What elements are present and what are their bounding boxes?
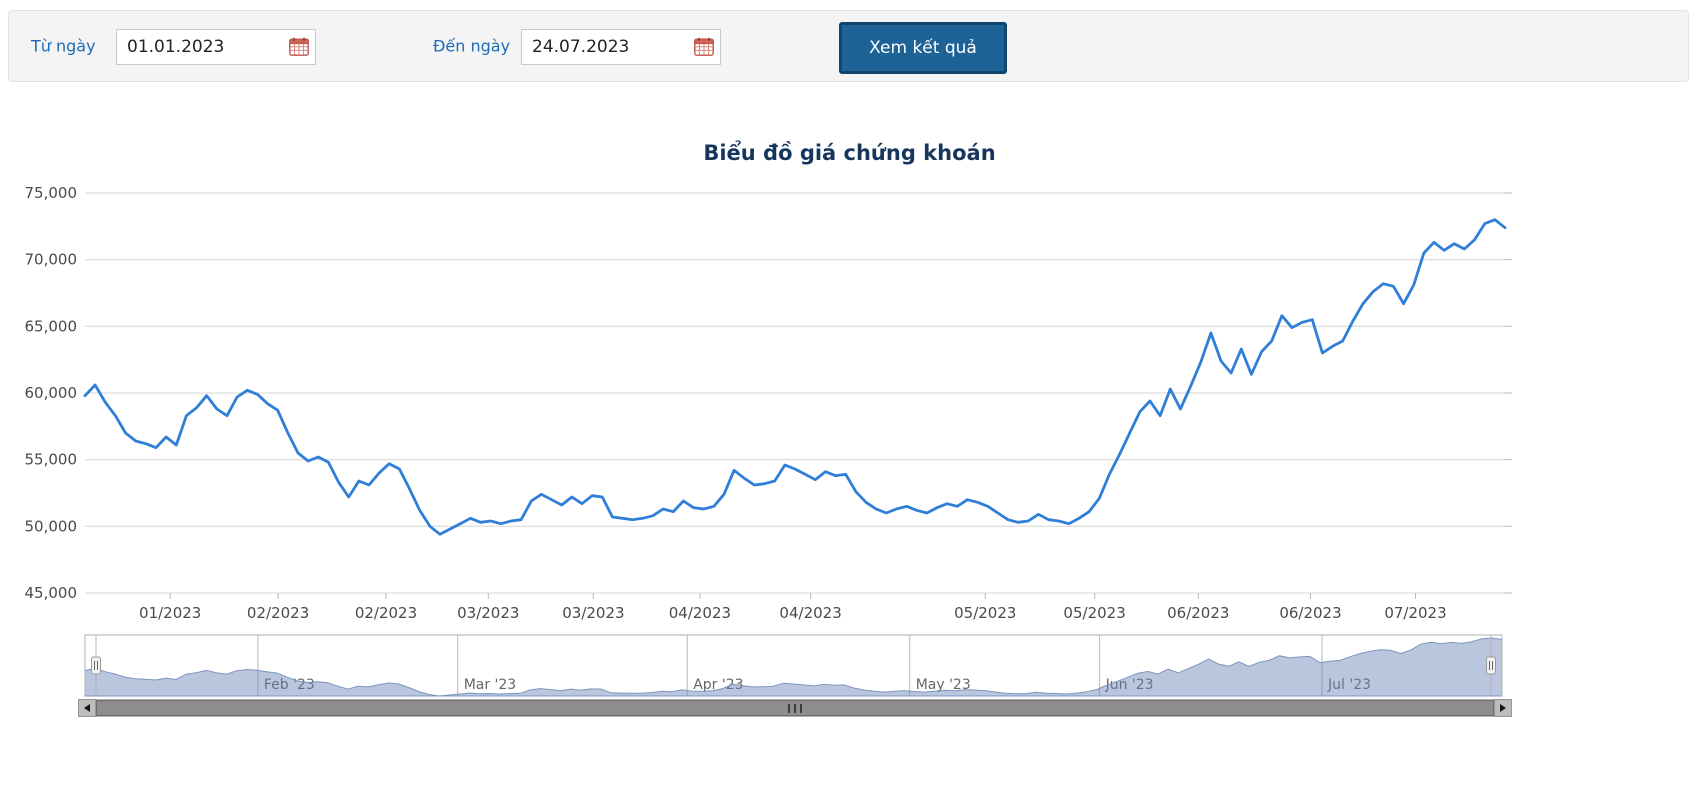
from-date-label: Từ ngày [31, 36, 96, 56]
x-axis-label: 06/2023 [1167, 604, 1229, 622]
to-date-input[interactable] [521, 29, 721, 65]
x-axis-label: 02/2023 [355, 604, 417, 622]
navigator-outline [84, 634, 1503, 696]
to-date-box [521, 29, 721, 65]
navigator-month-label: May '23 [916, 677, 971, 693]
navigator-series [84, 637, 1503, 697]
chart-title: Biểu đồ giá chứng khoán [703, 141, 996, 165]
right-arrow-icon [1500, 704, 1506, 712]
scrollbar-right-button[interactable] [1494, 699, 1512, 717]
x-axis-label: 04/2023 [779, 604, 841, 622]
to-date-label: Đến ngày [433, 36, 511, 56]
x-axis-label: 05/2023 [954, 604, 1016, 622]
x-axis-label: 05/2023 [1063, 604, 1125, 622]
scrollbar-left-button[interactable] [78, 699, 96, 717]
x-axis-label: 07/2023 [1384, 604, 1446, 622]
navigator-right-handle[interactable] [1486, 635, 1496, 696]
x-axis-label: 04/2023 [669, 604, 731, 622]
gridlines [85, 192, 1512, 594]
filter-bar: Từ ngày Đến ngà [8, 10, 1689, 82]
scrollbar-thumb[interactable] [96, 700, 1494, 716]
x-axis-label: 01/2023 [139, 604, 201, 622]
y-axis-label: 75,000 [25, 184, 78, 202]
from-date-box [116, 29, 316, 65]
price-line-series [83, 218, 1507, 536]
y-axis-label: 65,000 [25, 317, 78, 335]
grip-icon [786, 703, 804, 713]
x-axis-labels: 01/2023 02/2023 02/2023 03/2023 03/2023 04/20… [139, 593, 1447, 622]
navigator-month-label: Feb '23 [264, 677, 315, 693]
x-axis-label: 03/2023 [562, 604, 624, 622]
y-axis-label: 70,000 [25, 251, 78, 269]
x-axis-label: 03/2023 [457, 604, 519, 622]
y-axis-label: 50,000 [25, 517, 78, 535]
calendar-icon[interactable] [694, 37, 714, 56]
navigator-month-label: Apr '23 [693, 677, 743, 693]
navigator-month-label: Mar '23 [464, 677, 517, 693]
left-arrow-icon [84, 704, 90, 712]
calendar-icon[interactable] [289, 37, 309, 56]
scrollbar-track[interactable] [96, 699, 1494, 717]
y-axis-label: 60,000 [25, 384, 78, 402]
navigator-month-label: Jul '23 [1327, 677, 1371, 693]
view-results-button[interactable]: Xem kết quả [839, 22, 1007, 74]
navigator-left-handle[interactable] [91, 635, 101, 696]
y-axis-labels: 75,000 70,000 65,000 60,000 55,000 50,000 45,0… [25, 184, 78, 602]
chart-scrollbar[interactable] [78, 699, 1512, 717]
price-chart-plot-area[interactable]: 75,000 70,000 65,000 60,000 55,000 50,000 45,0… [0, 160, 1699, 625]
y-axis-label: 45,000 [25, 584, 78, 602]
x-axis-label: 02/2023 [247, 604, 309, 622]
y-axis-label: 55,000 [25, 451, 78, 469]
from-date-input[interactable] [116, 29, 316, 65]
x-axis-label: 06/2023 [1279, 604, 1341, 622]
